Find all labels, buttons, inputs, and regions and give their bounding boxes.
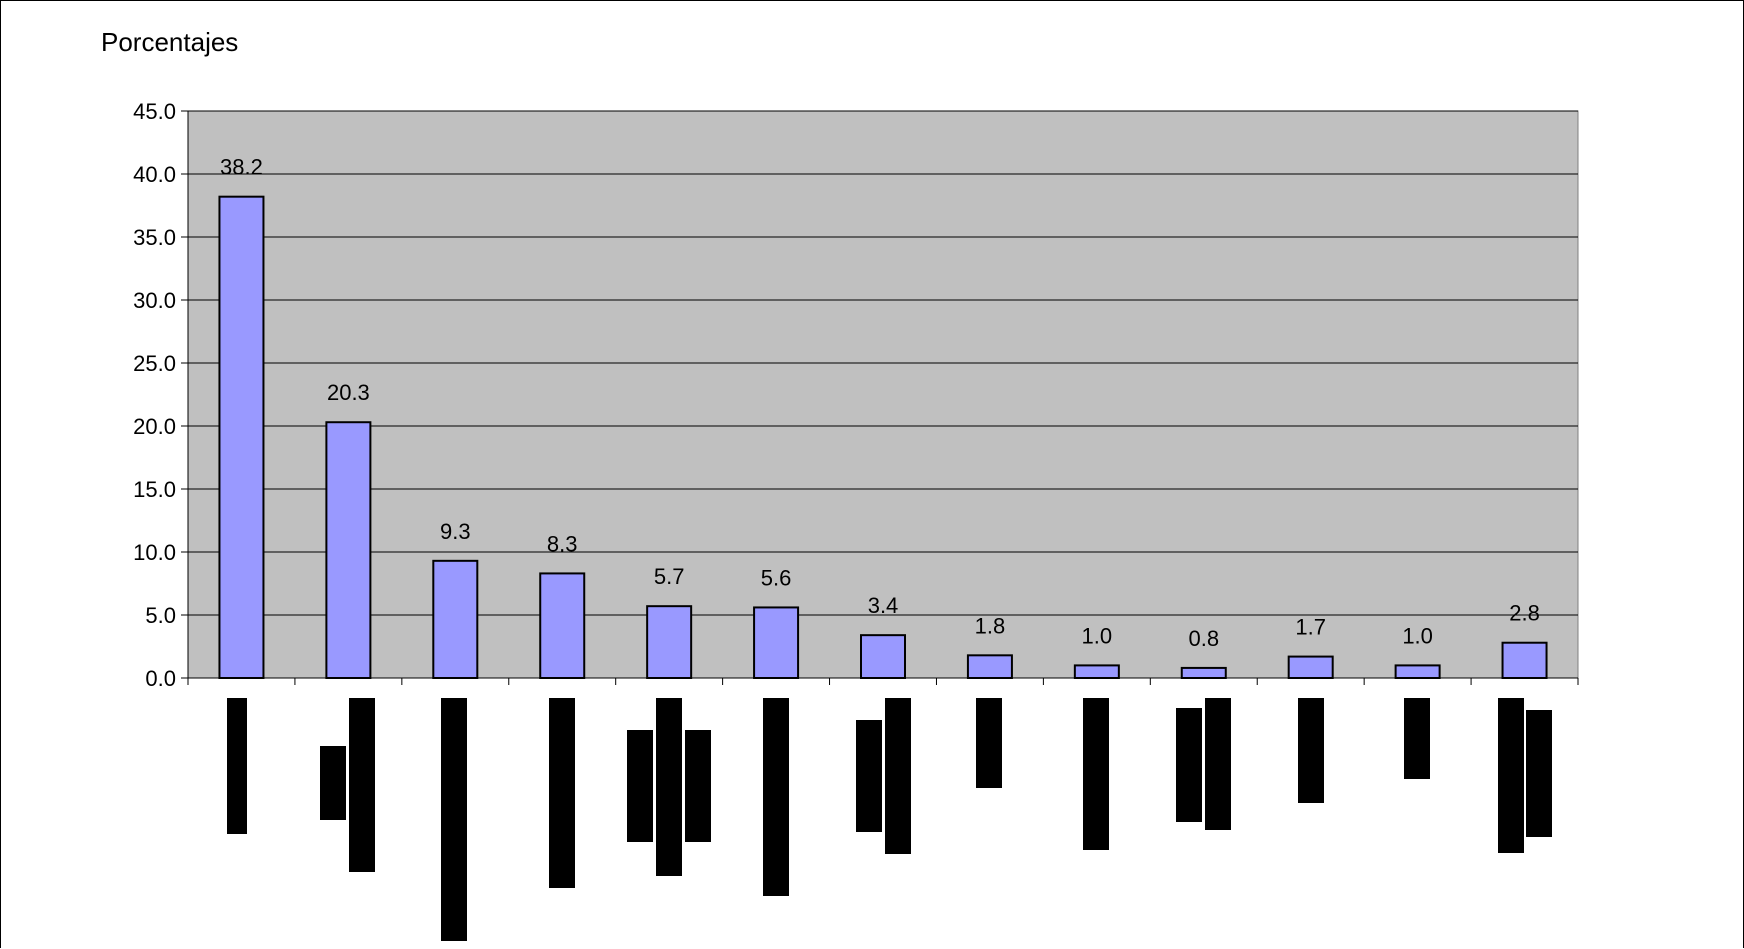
data-label: 20.3 <box>327 380 370 405</box>
y-tick-label: 25.0 <box>133 351 176 376</box>
bar <box>753 606 800 679</box>
redacted-category-label <box>976 698 1002 788</box>
y-tick-label: 40.0 <box>133 162 176 187</box>
redacted-category-label <box>656 698 682 876</box>
y-tick-label: 35.0 <box>133 225 176 250</box>
bar <box>1180 666 1227 679</box>
data-label: 9.3 <box>440 519 471 544</box>
y-tick-label: 30.0 <box>133 288 176 313</box>
data-labels: 38.2 20.3 9.3 8.3 5.7 5.6 3.4 1.8 1.0 0.8 1.7 1.0 2.… <box>220 155 1540 651</box>
data-label: 1.0 <box>1082 623 1113 648</box>
plot-area <box>187 110 1579 679</box>
y-tick-label: 10.0 <box>133 540 176 565</box>
redacted-category-label <box>856 720 882 832</box>
y-axis-title: Porcentajes <box>101 27 239 57</box>
redacted-category-label <box>885 698 911 854</box>
redacted-category-label <box>1205 698 1231 830</box>
data-label: 1.7 <box>1295 615 1326 640</box>
redacted-category-label <box>627 730 653 842</box>
redacted-category-label <box>685 730 711 842</box>
data-label: 2.8 <box>1509 601 1540 626</box>
bar <box>1073 664 1120 680</box>
y-tick-label: 0.0 <box>145 666 176 691</box>
bar <box>966 654 1013 680</box>
plot-background <box>187 110 1579 679</box>
bars <box>218 195 1548 680</box>
y-tick-label: 45.0 <box>133 99 176 124</box>
bar <box>1394 664 1441 680</box>
redacted-category-label <box>1404 698 1430 779</box>
redacted-category-label <box>1526 710 1552 837</box>
data-label: 1.0 <box>1402 623 1433 648</box>
redacted-category-label <box>1298 698 1324 803</box>
bar <box>860 634 906 679</box>
bar <box>539 572 586 679</box>
y-tick-labels: 0.0 5.0 10.0 15.0 20.0 25.0 30.0 35.0 40.0 45.0 <box>133 99 176 691</box>
redacted-category-label <box>1176 708 1202 822</box>
data-label: 5.6 <box>761 565 792 590</box>
bar <box>646 605 693 679</box>
bar <box>1287 655 1334 680</box>
y-tick-label: 5.0 <box>145 603 176 628</box>
bar <box>325 421 372 679</box>
redacted-category-label <box>441 698 467 941</box>
y-tick-label: 20.0 <box>133 414 176 439</box>
category-labels-redacted <box>227 698 1552 941</box>
y-tick-label: 15.0 <box>133 477 176 502</box>
redacted-category-label <box>549 698 575 888</box>
redacted-category-label <box>1498 698 1524 853</box>
data-label: 38.2 <box>220 155 263 180</box>
redacted-category-label <box>320 746 346 820</box>
redacted-category-label <box>227 698 247 834</box>
bar <box>1501 641 1548 679</box>
bar <box>432 559 479 680</box>
gridlines <box>188 110 1578 616</box>
bar <box>218 195 265 679</box>
data-label: 5.7 <box>654 564 685 589</box>
redacted-category-label <box>1083 698 1109 850</box>
axes <box>181 110 1579 685</box>
data-label: 3.4 <box>868 593 899 618</box>
data-label: 0.8 <box>1188 626 1219 651</box>
redacted-category-label <box>349 698 375 872</box>
data-label: 1.8 <box>975 613 1006 638</box>
data-label: 8.3 <box>547 531 578 556</box>
redacted-category-label <box>763 698 789 896</box>
